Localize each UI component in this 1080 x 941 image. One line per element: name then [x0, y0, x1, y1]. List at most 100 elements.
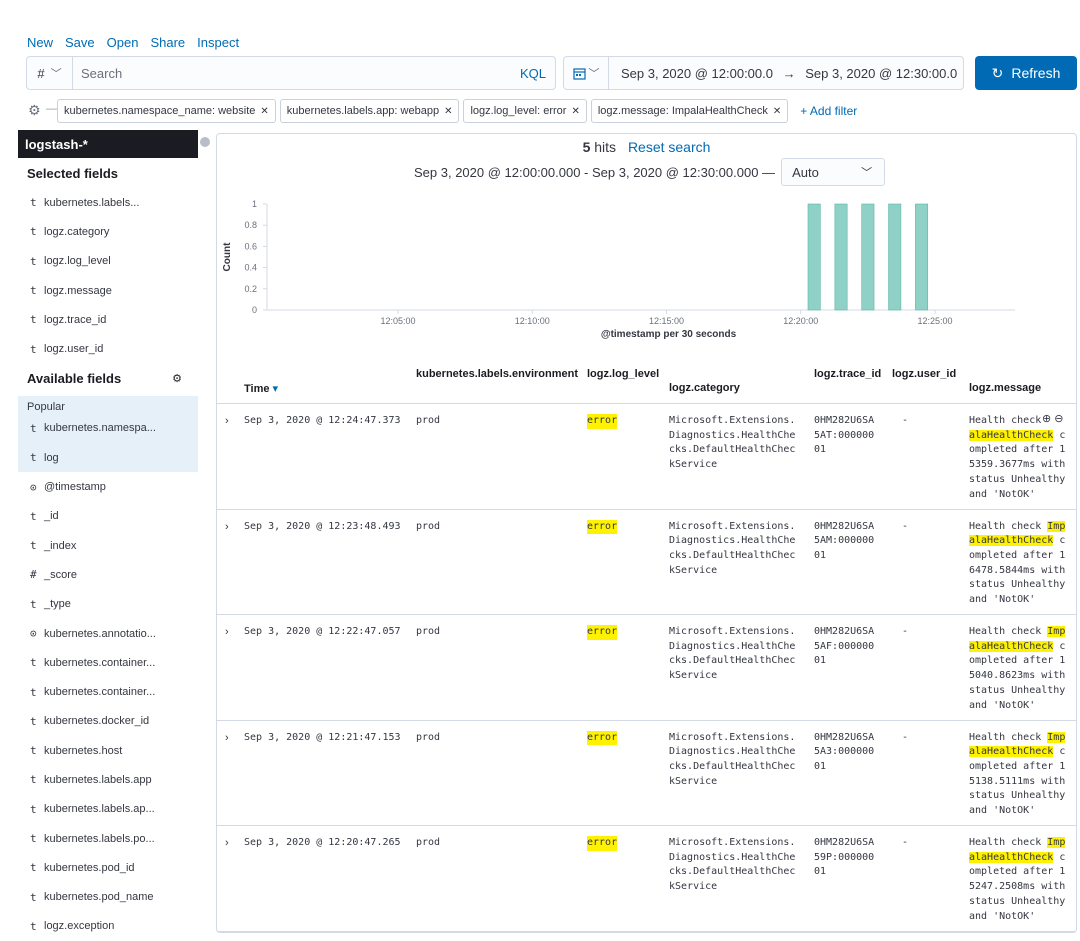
expand-row-chevron-icon[interactable]: › — [225, 731, 229, 744]
field-item[interactable]: ⊙ kubernetes.annotatio... — [18, 619, 198, 648]
refresh-icon: ↻ — [991, 64, 1004, 81]
table-row[interactable]: › Sep 3, 2020 @ 12:22:47.057 prod error Micr… — [217, 615, 1076, 721]
message-highlight: alaHealthCheck — [969, 535, 1054, 547]
end-date[interactable]: Sep 3, 2020 @ 12:30:00.0 — [805, 65, 958, 81]
filter-options-gear-icon[interactable]: ⚙ — [28, 102, 41, 118]
field-item[interactable]: t kubernetes.labels.po... — [18, 824, 198, 853]
field-item[interactable]: t _index — [18, 531, 198, 560]
field-type-icon: t — [30, 284, 37, 298]
histogram-bar — [888, 203, 902, 311]
field-item[interactable]: t logz.category — [18, 217, 198, 246]
selected-fields-list: t kubernetes.labels... t logz.category t logz… — [18, 188, 198, 364]
field-type-icon: # — [30, 568, 37, 582]
reset-search-link[interactable]: Reset search — [627, 139, 711, 155]
field-item[interactable]: t kubernetes.labels.app — [18, 765, 198, 794]
zoom-in-icon[interactable]: ⊕ — [1042, 413, 1052, 425]
field-item[interactable]: t kubernetes.pod_name — [18, 883, 198, 912]
column-header-message[interactable]: logz.message — [969, 382, 1042, 394]
field-item[interactable]: t kubernetes.container... — [18, 677, 198, 706]
kql-toggle[interactable]: KQL — [519, 65, 546, 81]
close-icon[interactable]: ✕ — [571, 105, 580, 117]
field-type-icon: t — [30, 890, 37, 904]
column-header-level[interactable]: logz.log_level — [587, 368, 660, 380]
cell-level: error — [587, 730, 618, 746]
table-row[interactable]: › Sep 3, 2020 @ 12:24:47.373 prod error Micr… — [217, 404, 1076, 510]
expand-row-chevron-icon[interactable]: › — [225, 415, 229, 427]
close-icon[interactable]: ✕ — [260, 105, 269, 117]
filter-pill[interactable]: kubernetes.namespace_name: website ✕ — [57, 99, 276, 123]
filter-pill[interactable]: logz.message: ImpalaHealthCheck ✕ — [590, 99, 789, 123]
field-item[interactable]: t kubernetes.labels... — [18, 188, 198, 217]
field-item[interactable]: t logz.exception — [18, 912, 198, 941]
gear-icon[interactable]: ⚙ — [172, 373, 182, 386]
query-language-button[interactable]: # ﹀ — [27, 57, 73, 89]
histogram-bar — [915, 203, 929, 311]
column-header-time[interactable]: Time ▾ — [244, 382, 278, 395]
filter-actions: ⊕ ⊖ — [1042, 412, 1064, 427]
inspect-link[interactable]: Inspect — [197, 35, 240, 50]
discover-main-panel: 5 hits Reset search Sep 3, 2020 @ 12:00:… — [216, 133, 1077, 933]
expand-row-chevron-icon[interactable]: › — [225, 837, 229, 849]
cell-level: error — [587, 836, 618, 851]
interval-select[interactable]: Auto ﹀ — [781, 158, 886, 186]
field-item[interactable]: t _id — [18, 502, 198, 531]
field-item[interactable]: t kubernetes.labels.ap... — [18, 795, 198, 824]
field-item[interactable]: t _type — [18, 590, 198, 619]
message-text: Health check — [969, 415, 1048, 426]
sort-down-icon[interactable]: ▾ — [272, 383, 279, 395]
collapse-sidebar-icon[interactable] — [200, 137, 210, 147]
field-item[interactable]: t kubernetes.container... — [18, 648, 198, 677]
cell-category: Microsoft.Extensions. Diagnostics.Health… — [669, 837, 796, 893]
field-type-icon: t — [30, 196, 37, 210]
date-range[interactable]: Sep 3, 2020 @ 12:00:00.0 → Sep 3, 2020 @… — [609, 66, 957, 81]
field-item[interactable]: t kubernetes.pod_id — [18, 853, 198, 882]
start-date[interactable]: Sep 3, 2020 @ 12:00:00.0 — [621, 65, 773, 81]
field-item[interactable]: t kubernetes.host — [18, 736, 198, 765]
field-item[interactable]: # _score — [18, 560, 198, 589]
message-text: Health check — [969, 837, 1048, 848]
filter-pill[interactable]: kubernetes.labels.app: webapp ✕ — [279, 99, 460, 123]
histogram-bar — [807, 203, 821, 311]
field-name: logz.message — [44, 284, 112, 297]
cell-user: - — [902, 415, 909, 426]
field-item[interactable]: ⊙ @timestamp — [18, 472, 198, 501]
expand-row-chevron-icon[interactable]: › — [225, 520, 229, 533]
table-row[interactable]: › Sep 3, 2020 @ 12:20:47.265 prod error Micr… — [217, 826, 1076, 932]
search-input[interactable]: Search — [81, 65, 123, 81]
field-item[interactable]: t log — [18, 443, 198, 472]
cell-user: - — [902, 731, 909, 743]
popular-fields: Popular t kubernetes.namespa... t log — [18, 395, 198, 473]
field-item[interactable]: t kubernetes.namespa... — [18, 414, 198, 443]
column-header-env[interactable]: kubernetes.labels.environment — [416, 368, 578, 380]
cell-env: prod — [416, 415, 441, 426]
field-item[interactable]: t logz.trace_id — [18, 305, 198, 334]
field-item[interactable]: t logz.user_id — [18, 334, 198, 363]
new-link[interactable]: New — [27, 35, 54, 50]
column-header-trace[interactable]: logz.trace_id — [814, 368, 882, 380]
x-tick-label: 12:20:00 — [783, 316, 818, 326]
field-name: logz.exception — [44, 920, 115, 933]
cell-category: Microsoft.Extensions. Diagnostics.Health… — [669, 415, 796, 471]
message-text: c ompleted after 1 6478.5844ms with stat… — [969, 535, 1066, 606]
table-row[interactable]: › Sep 3, 2020 @ 12:23:48.493 prod error Micr… — [217, 510, 1076, 615]
filter-pill[interactable]: logz.log_level: error ✕ — [463, 99, 587, 123]
save-link[interactable]: Save — [65, 35, 95, 50]
close-icon[interactable]: ✕ — [772, 105, 782, 117]
refresh-button[interactable]: ↻ Refresh — [975, 56, 1077, 90]
calendar-quick-menu[interactable]: ﹀ — [564, 57, 609, 89]
zoom-out-icon[interactable]: ⊖ — [1054, 413, 1064, 425]
hash-icon: # — [37, 65, 45, 81]
share-link[interactable]: Share — [150, 35, 186, 50]
table-row[interactable]: › Sep 3, 2020 @ 12:21:47.153 prod error Micr… — [217, 721, 1076, 826]
column-header-category[interactable]: logz.category — [669, 382, 740, 394]
open-link[interactable]: Open — [106, 35, 139, 50]
expand-row-chevron-icon[interactable]: › — [225, 626, 229, 638]
add-filter-button[interactable]: + Add filter — [800, 104, 858, 118]
column-header-user[interactable]: logz.user_id — [892, 368, 957, 380]
index-pattern-selector[interactable]: logstash-* — [18, 130, 198, 158]
message-highlight: alaHealthCheck — [969, 429, 1054, 441]
field-item[interactable]: t logz.log_level — [18, 247, 198, 276]
field-item[interactable]: t kubernetes.docker_id — [18, 707, 198, 736]
close-icon[interactable]: ✕ — [444, 105, 453, 117]
field-item[interactable]: t logz.message — [18, 276, 198, 305]
